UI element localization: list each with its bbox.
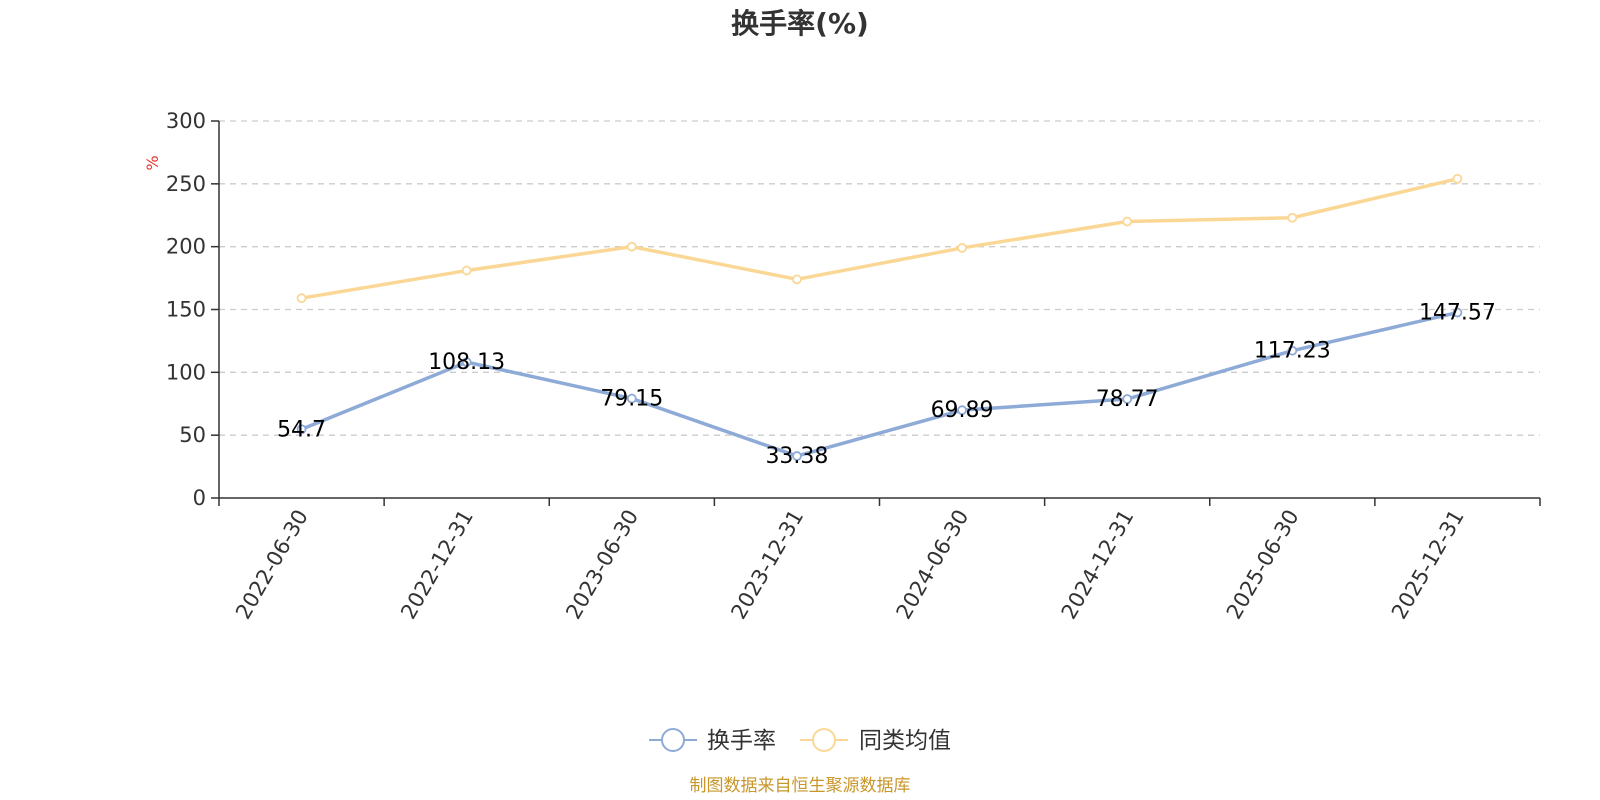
data-label: 147.57 <box>1419 301 1496 326</box>
data-point <box>461 265 472 276</box>
data-label: 54.7 <box>277 417 326 442</box>
series-lines: 54.7 108.13 79.15 33.38 69.89 78.77 117.23 147.… <box>277 173 1496 469</box>
data-source-note: 制图数据来自恒生聚源数据库 <box>690 776 911 796</box>
data-point <box>957 405 967 416</box>
y-axis-unit: % <box>143 155 162 170</box>
data-label: 33.38 <box>765 444 828 469</box>
data-point <box>296 424 307 435</box>
legend: 换手率 同类均值 <box>649 728 951 754</box>
y-tick-label: 100 <box>166 360 206 384</box>
series-line <box>299 310 1460 458</box>
data-label: 108.13 <box>428 350 505 375</box>
x-tick-label: 2022-12-31 <box>396 506 478 624</box>
series-1 <box>296 173 1463 304</box>
x-tick-label: 2022-06-30 <box>231 506 313 624</box>
data-label: 117.23 <box>1254 339 1331 364</box>
x-tick-label: 2025-12-31 <box>1387 506 1469 624</box>
axes: 0 50 100 150 200 250 300 2022-06-30 2022-12-31 20… <box>166 109 1541 624</box>
x-tick-label: 2024-12-31 <box>1057 506 1139 624</box>
legend-item-1: 同类均值 <box>800 728 951 754</box>
series-line <box>299 177 1460 300</box>
legend-item-0: 换手率 <box>649 728 776 754</box>
series-0: 54.7 108.13 79.15 33.38 69.89 78.77 117.23 147.… <box>277 301 1496 469</box>
data-point <box>626 241 637 252</box>
data-point <box>461 357 472 368</box>
y-tick-label: 300 <box>166 109 206 133</box>
data-point <box>1122 216 1133 227</box>
chart-title: 换手率(%) <box>731 7 869 40</box>
legend-label: 同类均值 <box>859 728 951 754</box>
data-point <box>792 274 802 285</box>
data-point <box>1452 173 1463 184</box>
y-tick-label: 150 <box>166 298 206 322</box>
legend-marker <box>661 728 685 752</box>
y-tick-label: 0 <box>193 486 206 510</box>
x-tick-label: 2025-06-30 <box>1222 506 1304 624</box>
data-point <box>1122 394 1133 404</box>
x-tick-label: 2023-06-30 <box>561 506 643 624</box>
y-tick-label: 250 <box>166 172 206 196</box>
x-tick-label: 2024-06-30 <box>892 506 974 624</box>
data-label: 78.77 <box>1096 387 1159 412</box>
data-point <box>1452 307 1463 318</box>
data-point <box>626 393 637 404</box>
y-tick-label: 200 <box>166 235 206 259</box>
legend-marker <box>812 728 836 752</box>
data-point <box>296 293 307 304</box>
x-tick-label: 2023-12-31 <box>726 506 808 624</box>
data-point <box>792 451 802 461</box>
data-point <box>1287 212 1298 223</box>
y-tick-label: 50 <box>179 423 206 447</box>
data-label: 69.89 <box>931 398 994 423</box>
data-point <box>957 243 967 253</box>
legend-label: 换手率 <box>707 728 776 754</box>
data-point <box>1287 345 1298 356</box>
data-label: 79.15 <box>600 387 663 412</box>
